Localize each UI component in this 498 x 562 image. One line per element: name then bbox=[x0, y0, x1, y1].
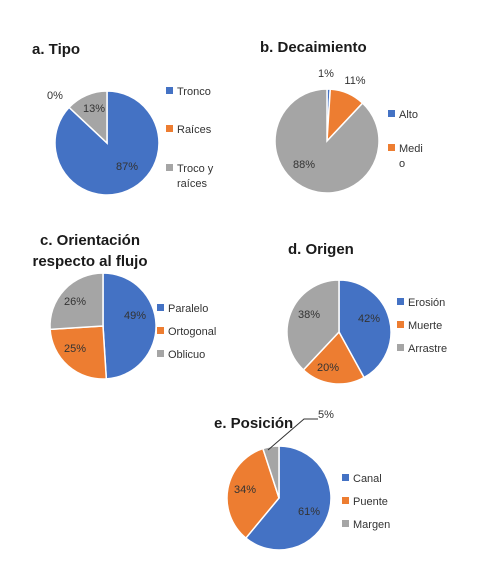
data-label: 34% bbox=[234, 484, 256, 496]
data-label: 5% bbox=[318, 409, 334, 421]
data-label: 38% bbox=[298, 309, 320, 321]
legend-label: Paralelo bbox=[168, 303, 208, 315]
legend-label: Raíces bbox=[177, 124, 212, 136]
legend-swatch bbox=[166, 87, 173, 94]
leader-line bbox=[267, 418, 318, 451]
legend-label: Margen bbox=[353, 519, 390, 531]
chart-title-e: e. Posición bbox=[214, 415, 294, 432]
legend-swatch bbox=[397, 321, 404, 328]
legend-swatch bbox=[388, 144, 395, 151]
pie-slice bbox=[244, 445, 332, 551]
data-label: 88% bbox=[293, 159, 315, 171]
legend-swatch bbox=[342, 474, 349, 481]
pie-slice bbox=[302, 330, 366, 385]
legend-label: Oblicuo bbox=[168, 349, 205, 361]
legend-label: o bbox=[399, 158, 405, 170]
pie-slice bbox=[49, 325, 108, 380]
pie-slice bbox=[68, 90, 108, 145]
pie-slice bbox=[102, 272, 157, 380]
data-label: 25% bbox=[64, 343, 86, 355]
data-label: 11% bbox=[344, 75, 365, 87]
data-label: 1% bbox=[318, 68, 334, 80]
data-label: 87% bbox=[116, 161, 138, 173]
data-label: 0% bbox=[47, 90, 63, 102]
pie-slice bbox=[226, 447, 280, 540]
chart-title-a: a. Tipo bbox=[32, 41, 81, 58]
legend-label: Troco y bbox=[177, 163, 214, 175]
data-label: 61% bbox=[298, 506, 320, 518]
legend-swatch bbox=[157, 304, 164, 311]
legend-swatch bbox=[166, 164, 173, 171]
data-label: 20% bbox=[317, 362, 339, 374]
data-label: 26% bbox=[64, 296, 86, 308]
legend-label: Tronco bbox=[177, 86, 211, 98]
chart-title-c: c. Orientación respecto al flujo bbox=[32, 232, 148, 270]
legend-label: Puente bbox=[353, 496, 388, 508]
data-label: 13% bbox=[83, 103, 105, 115]
pie-slice bbox=[338, 279, 392, 379]
legend-label: Erosión bbox=[408, 297, 445, 309]
pie-slice bbox=[286, 279, 340, 371]
legend-label: Alto bbox=[399, 109, 418, 121]
legend-swatch bbox=[397, 344, 404, 351]
legend-label: raíces bbox=[177, 178, 207, 190]
legend-swatch bbox=[342, 520, 349, 527]
data-label: 42% bbox=[358, 313, 380, 325]
legend-swatch bbox=[166, 125, 173, 132]
legend-label: Medi bbox=[399, 143, 423, 155]
legend-swatch bbox=[157, 350, 164, 357]
legend-label: Ortogonal bbox=[168, 326, 216, 338]
pie-slice bbox=[274, 88, 380, 194]
legend-label: Arrastre bbox=[408, 343, 447, 355]
pie-slice bbox=[49, 272, 104, 331]
legend-swatch bbox=[388, 110, 395, 117]
legend-label: Muerte bbox=[408, 320, 442, 332]
legend-swatch bbox=[397, 298, 404, 305]
legend-swatch bbox=[157, 327, 164, 334]
legend-label: Canal bbox=[353, 473, 382, 485]
data-label: 49% bbox=[124, 310, 146, 322]
chart-title-d: d. Origen bbox=[288, 241, 354, 258]
pie-slice bbox=[261, 445, 280, 499]
legend-swatch bbox=[342, 497, 349, 504]
chart-title-b: b. Decaimiento bbox=[260, 39, 367, 56]
